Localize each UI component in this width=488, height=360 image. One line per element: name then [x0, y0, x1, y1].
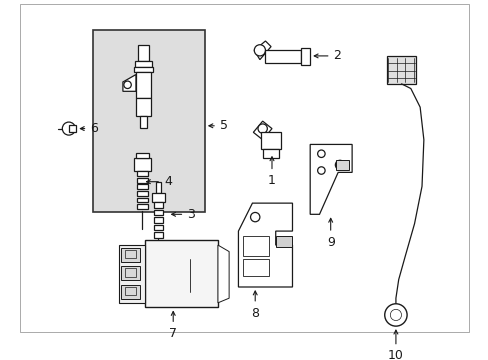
- Circle shape: [384, 304, 407, 326]
- Bar: [137, 191, 148, 196]
- Bar: [134, 67, 152, 72]
- Bar: [137, 178, 148, 183]
- Bar: [153, 225, 163, 230]
- Bar: [265, 50, 300, 63]
- Polygon shape: [122, 75, 136, 91]
- Bar: [151, 193, 164, 202]
- Text: 8: 8: [251, 307, 259, 320]
- Bar: [137, 184, 148, 189]
- Polygon shape: [253, 121, 271, 140]
- Bar: [124, 287, 136, 296]
- Bar: [136, 98, 150, 117]
- Bar: [155, 182, 161, 193]
- Circle shape: [317, 167, 325, 174]
- Bar: [153, 232, 163, 238]
- Bar: [300, 49, 309, 65]
- Bar: [153, 202, 163, 208]
- Bar: [135, 62, 151, 67]
- Circle shape: [335, 160, 344, 170]
- Bar: [153, 217, 163, 223]
- Bar: [336, 160, 348, 170]
- Bar: [260, 132, 281, 149]
- Bar: [140, 117, 147, 128]
- Circle shape: [254, 45, 265, 56]
- Bar: [138, 45, 149, 62]
- Bar: [124, 250, 136, 258]
- Bar: [121, 266, 140, 280]
- Circle shape: [62, 122, 75, 135]
- Text: 10: 10: [387, 350, 403, 360]
- Circle shape: [250, 212, 259, 222]
- Circle shape: [258, 124, 267, 133]
- Bar: [243, 236, 268, 256]
- Polygon shape: [238, 203, 292, 287]
- Bar: [262, 149, 279, 158]
- Bar: [137, 198, 148, 202]
- Bar: [275, 236, 292, 247]
- Bar: [145, 240, 218, 307]
- Bar: [134, 158, 150, 171]
- Bar: [124, 268, 136, 277]
- Text: 6: 6: [90, 122, 98, 135]
- Polygon shape: [309, 144, 351, 214]
- Bar: [119, 245, 145, 303]
- Circle shape: [317, 150, 325, 157]
- Bar: [93, 30, 204, 212]
- Bar: [137, 204, 148, 209]
- Text: 3: 3: [187, 208, 195, 221]
- Circle shape: [389, 309, 401, 320]
- Bar: [243, 259, 268, 276]
- Polygon shape: [254, 41, 270, 60]
- Bar: [121, 285, 140, 299]
- Text: 2: 2: [333, 49, 341, 62]
- Bar: [136, 153, 149, 158]
- Text: 4: 4: [163, 175, 171, 188]
- Bar: [121, 248, 140, 262]
- Text: 7: 7: [169, 327, 177, 340]
- Bar: [136, 72, 150, 98]
- Bar: [386, 56, 416, 84]
- Bar: [153, 210, 163, 215]
- Bar: [137, 171, 148, 176]
- Text: 9: 9: [326, 236, 334, 249]
- Polygon shape: [218, 245, 229, 303]
- Text: 5: 5: [220, 119, 227, 132]
- Bar: [69, 125, 76, 132]
- Circle shape: [123, 81, 131, 89]
- Text: 1: 1: [267, 174, 275, 187]
